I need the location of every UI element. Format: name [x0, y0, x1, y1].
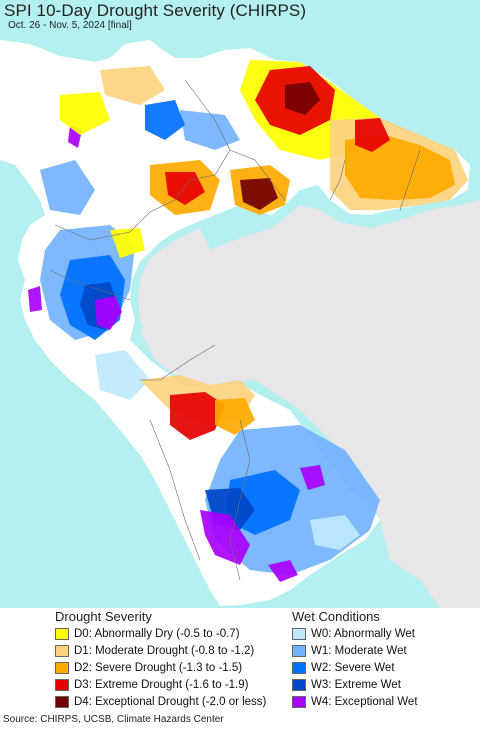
- legend-swatch-d3: [55, 679, 69, 691]
- legend-label-w2: W2: Severe Wet: [311, 662, 395, 674]
- legend-swatch-w1: [292, 645, 306, 657]
- legend-label-d4: D4: Exceptional Drought (-2.0 or less): [74, 696, 267, 708]
- legend-item-w0: W0: Abnormally Wet: [292, 626, 415, 642]
- legend-label-w1: W1: Moderate Wet: [311, 645, 407, 657]
- legend-label-d3: D3: Extreme Drought (-1.6 to -1.9): [74, 679, 249, 691]
- map-title: SPI 10-Day Drought Severity (CHIRPS): [4, 1, 307, 20]
- legend-swatch-w2: [292, 662, 306, 674]
- map-subtitle: Oct. 26 - Nov. 5, 2024 [final]: [8, 20, 132, 31]
- drought-legend-title: Drought Severity: [55, 609, 152, 624]
- legend-label-w3: W3: Extreme Wet: [311, 679, 401, 691]
- legend-item-d2: D2: Severe Drought (-1.3 to -1.5): [55, 660, 242, 676]
- legend-label-d0: D0: Abnormally Dry (-0.5 to -0.7): [74, 628, 240, 640]
- source-credit: Source: CHIRPS, UCSB, Climate Hazards Ce…: [3, 714, 224, 725]
- legend-item-w3: W3: Extreme Wet: [292, 677, 401, 693]
- country-borders: [49, 79, 421, 581]
- legend-label-d2: D2: Severe Drought (-1.3 to -1.5): [74, 662, 243, 674]
- wet-areas: [28, 100, 380, 582]
- legend-item-d3: D3: Extreme Drought (-1.6 to -1.9): [55, 677, 248, 693]
- legend-swatch-w3: [292, 679, 306, 691]
- wet-legend-title: Wet Conditions: [292, 609, 380, 624]
- legend-swatch-d4: [55, 696, 69, 708]
- legend-item-d4: D4: Exceptional Drought (-2.0 or less): [55, 694, 266, 710]
- legend-label-w4: W4: Exceptional Wet: [311, 696, 418, 708]
- legend-item-d0: D0: Abnormally Dry (-0.5 to -0.7): [55, 626, 240, 642]
- legend-swatch-d1: [55, 645, 69, 657]
- legend-item-w4: W4: Exceptional Wet: [292, 694, 418, 710]
- no-data-interior: [140, 320, 230, 385]
- drought-map: [0, 0, 480, 608]
- legend-swatch-d0: [55, 628, 69, 640]
- legend-swatch-w0: [292, 628, 306, 640]
- legend-swatch-w4: [292, 696, 306, 708]
- drought-areas: [60, 60, 468, 440]
- legend-item-w1: W1: Moderate Wet: [292, 643, 407, 659]
- legend-label-w0: W0: Abnormally Wet: [311, 628, 415, 640]
- map-svg: [0, 0, 480, 608]
- legend-label-d1: D1: Moderate Drought (-0.8 to -1.2): [74, 645, 255, 657]
- legend-item-w2: W2: Severe Wet: [292, 660, 395, 676]
- legend-swatch-d2: [55, 662, 69, 674]
- no-data-region: [138, 200, 480, 608]
- legend-item-d1: D1: Moderate Drought (-0.8 to -1.2): [55, 643, 254, 659]
